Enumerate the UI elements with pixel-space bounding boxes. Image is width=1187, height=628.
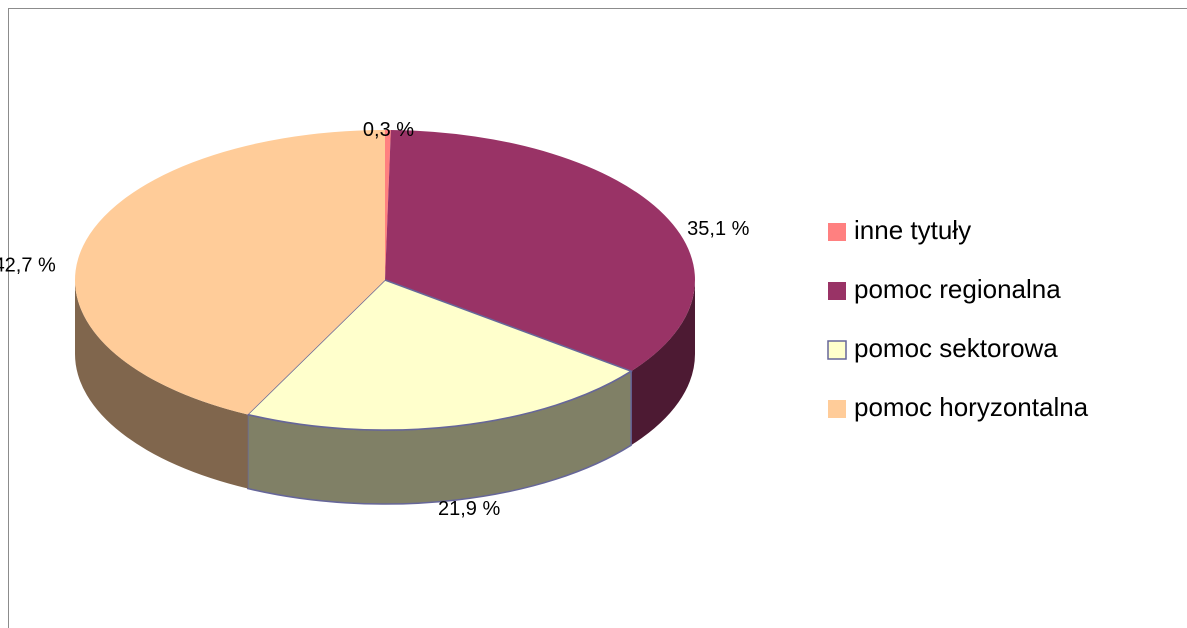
slice bbox=[74, 130, 386, 415]
data-label: 42,7 % bbox=[0, 254, 56, 276]
data-label: 0,3 % bbox=[363, 119, 414, 141]
data-label: 35,1 % bbox=[687, 218, 749, 240]
slice bbox=[385, 130, 695, 372]
legend-label: inne tytuły bbox=[854, 215, 971, 245]
slice-side bbox=[631, 280, 695, 446]
legend-swatch bbox=[828, 282, 846, 300]
legend-swatch bbox=[828, 223, 846, 241]
slice bbox=[385, 130, 391, 280]
legend-label: pomoc regionalna bbox=[854, 274, 1061, 304]
slice-side bbox=[75, 280, 248, 489]
legend-swatch bbox=[828, 400, 846, 418]
slice bbox=[246, 279, 633, 431]
legend-swatch bbox=[827, 340, 847, 360]
legend-label: pomoc sektorowa bbox=[854, 333, 1058, 363]
data-label: 21,9 % bbox=[438, 498, 500, 520]
legend-label: pomoc horyzontalna bbox=[854, 392, 1089, 422]
